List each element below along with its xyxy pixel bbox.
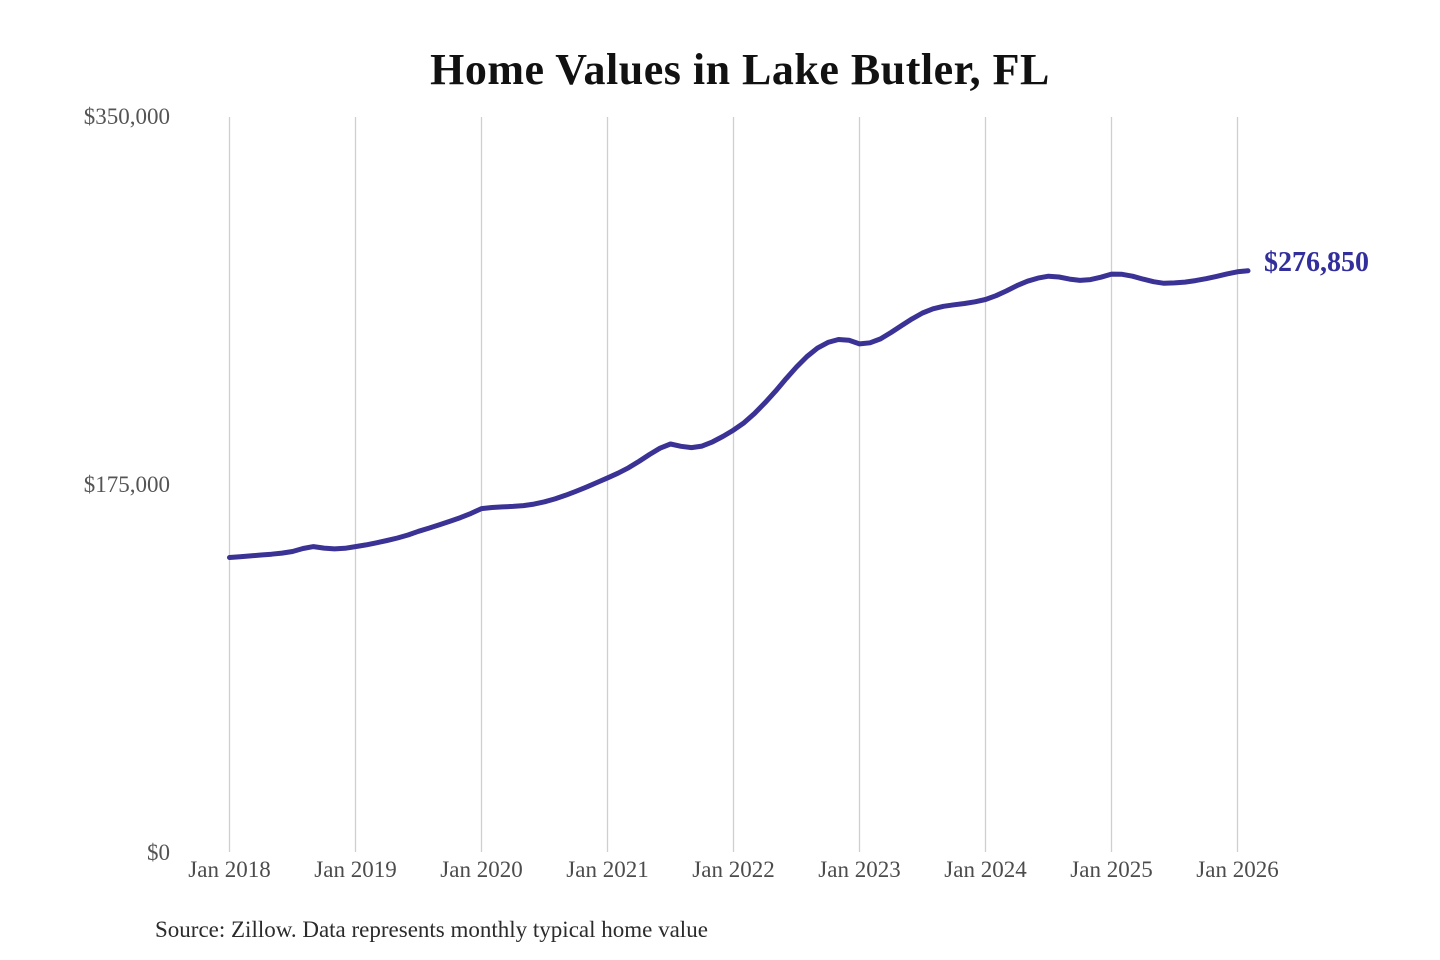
x-tick-label: Jan 2018 [188, 857, 271, 882]
x-tick-label: Jan 2024 [944, 857, 1027, 882]
x-tick-label: Jan 2023 [818, 857, 901, 882]
home-value-line [227, 268, 1251, 560]
x-tick-label: Jan 2021 [566, 857, 649, 882]
y-tick-label: $0 [147, 840, 170, 865]
x-tick-label: Jan 2019 [314, 857, 397, 882]
source-note: Source: Zillow. Data represents monthly … [155, 917, 708, 942]
x-tick-label: Jan 2020 [440, 857, 523, 882]
x-tick-label: Jan 2026 [1196, 857, 1279, 882]
chart-title: Home Values in Lake Butler, FL [430, 45, 1050, 94]
x-tick-label: Jan 2022 [692, 857, 775, 882]
y-tick-label: $175,000 [83, 472, 170, 497]
x-tick-label: Jan 2025 [1070, 857, 1153, 882]
gridlines [228, 117, 1239, 852]
y-tick-label: $350,000 [83, 104, 170, 129]
latest-value-label: $276,850 [1264, 247, 1369, 278]
